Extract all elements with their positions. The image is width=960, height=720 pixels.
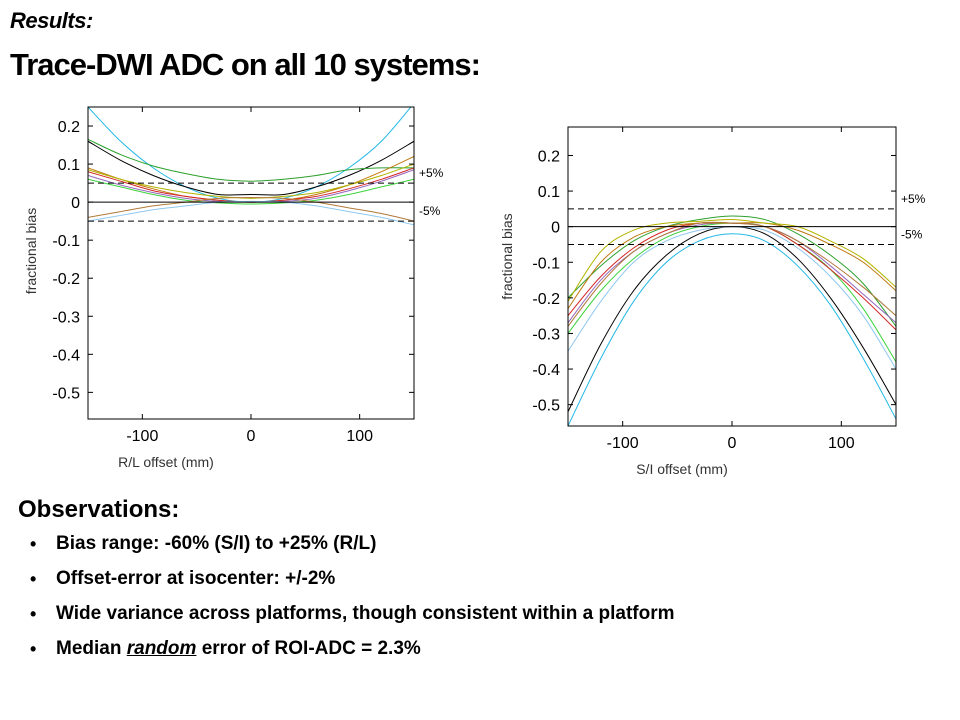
x-tick-label: 100 bbox=[828, 435, 855, 452]
y-tick-label: 0 bbox=[551, 220, 560, 237]
y-tick-label: -0.3 bbox=[532, 326, 560, 343]
y-tick-label: 0.1 bbox=[538, 184, 560, 201]
y-tick-label: -0.5 bbox=[532, 398, 560, 415]
x-tick-label: 100 bbox=[346, 428, 373, 445]
x-axis-label: S/I offset (mm) bbox=[636, 461, 728, 477]
observations-list: • Bias range: -60% (S/I) to +25% (R/L) • O… bbox=[28, 532, 928, 672]
bullet-text: Offset-error at isocenter: +/-2% bbox=[56, 568, 336, 589]
y-tick-label: -0.3 bbox=[52, 309, 80, 326]
slide-subtitle: Results: bbox=[10, 8, 93, 33]
plus-5-percent-label: +5% bbox=[901, 192, 926, 206]
series-line-2 bbox=[568, 226, 896, 412]
minus-5-percent-label: -5% bbox=[419, 204, 441, 218]
y-tick-label: -0.5 bbox=[52, 385, 80, 402]
series-line-5 bbox=[88, 163, 414, 199]
bullet-text: Bias range: -60% (S/I) to +25% (R/L) bbox=[56, 533, 377, 554]
series-line-8 bbox=[88, 178, 414, 205]
y-tick-label: 0 bbox=[71, 195, 80, 212]
y-tick-label: -0.2 bbox=[532, 291, 560, 308]
bullet-text: Median bbox=[56, 638, 127, 659]
y-tick-label: -0.4 bbox=[532, 362, 560, 379]
series-line-1 bbox=[568, 233, 896, 426]
minus-5-percent-label: -5% bbox=[901, 227, 923, 241]
x-tick-label: -100 bbox=[126, 428, 158, 445]
series-line-3 bbox=[568, 215, 896, 327]
series-group bbox=[568, 215, 896, 426]
plot-frame bbox=[567, 126, 897, 427]
bullet-text: error of ROI-ADC = 2.3% bbox=[196, 638, 421, 659]
series-line-2 bbox=[88, 140, 414, 196]
y-tick-label: -0.4 bbox=[52, 347, 80, 364]
x-tick-label: -100 bbox=[607, 435, 639, 452]
observations-heading: Observations: bbox=[18, 496, 180, 523]
emphasis-text: random bbox=[126, 638, 197, 659]
series-line-9 bbox=[568, 221, 896, 327]
x-tick-label: 0 bbox=[728, 435, 737, 452]
bullet-text: Wide variance across platforms, though c… bbox=[56, 603, 675, 624]
list-item: • Bias range: -60% (S/I) to +25% (R/L) bbox=[28, 532, 928, 567]
list-item: • Offset-error at isocenter: +/-2% bbox=[28, 567, 928, 602]
bullet-icon: • bbox=[30, 639, 37, 659]
slide-title: Trace-DWI ADC on all 10 systems: bbox=[10, 47, 481, 82]
bullet-icon: • bbox=[30, 534, 37, 554]
y-tick-label: 0.2 bbox=[538, 148, 560, 165]
series-line-8 bbox=[568, 219, 896, 302]
y-tick-label: -0.1 bbox=[532, 255, 560, 272]
list-item: • Wide variance across platforms, though … bbox=[28, 602, 928, 637]
list-item: • Median random error of ROI-ADC = 2.3% bbox=[28, 637, 928, 672]
y-tick-label: 0.2 bbox=[58, 119, 80, 136]
y-axis-label: fractional bias bbox=[499, 213, 515, 299]
y-axis-label: fractional bias bbox=[23, 208, 39, 294]
series-line-9 bbox=[88, 197, 414, 222]
series-line-10 bbox=[88, 200, 414, 226]
bullet-icon: • bbox=[30, 569, 37, 589]
bullet-icon: • bbox=[30, 604, 37, 624]
plus-5-percent-label: +5% bbox=[419, 166, 444, 180]
y-tick-label: 0.1 bbox=[58, 157, 80, 174]
x-tick-label: 0 bbox=[247, 428, 256, 445]
x-axis-label: R/L offset (mm) bbox=[118, 454, 214, 470]
y-tick-label: -0.1 bbox=[52, 233, 80, 250]
series-line-4 bbox=[568, 222, 896, 363]
series-line-3 bbox=[88, 138, 414, 182]
y-tick-label: -0.2 bbox=[52, 271, 80, 288]
